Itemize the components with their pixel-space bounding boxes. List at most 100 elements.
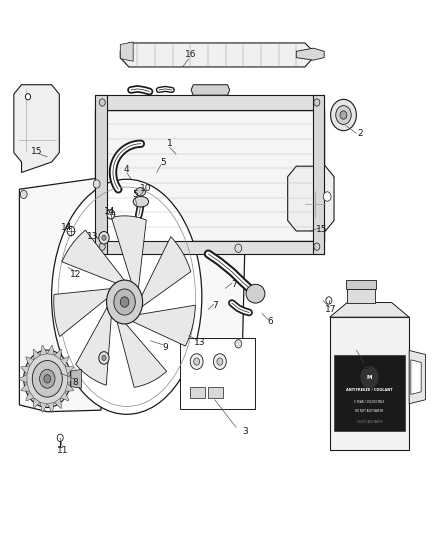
Polygon shape: [65, 366, 74, 374]
Circle shape: [99, 243, 105, 251]
Polygon shape: [47, 345, 54, 355]
Bar: [208, 386, 223, 398]
Polygon shape: [120, 43, 314, 67]
Text: 16: 16: [185, 51, 197, 60]
Text: 7: 7: [231, 280, 237, 289]
Polygon shape: [288, 166, 334, 231]
Text: 5: 5: [132, 190, 138, 199]
Polygon shape: [191, 85, 230, 95]
Polygon shape: [26, 391, 34, 401]
Text: 1: 1: [167, 139, 173, 148]
Text: 14: 14: [61, 223, 72, 232]
Polygon shape: [111, 216, 146, 289]
Text: 2: 2: [358, 129, 364, 138]
Text: 13: 13: [194, 338, 205, 347]
Text: 8: 8: [72, 378, 78, 387]
Ellipse shape: [135, 188, 145, 196]
Polygon shape: [47, 402, 54, 413]
Circle shape: [67, 227, 75, 236]
Text: 3: 3: [242, 426, 247, 435]
Bar: [180, 338, 255, 409]
Polygon shape: [117, 321, 167, 387]
Circle shape: [190, 354, 203, 369]
Ellipse shape: [133, 197, 148, 207]
Polygon shape: [409, 351, 425, 403]
Text: 14: 14: [104, 207, 115, 216]
Polygon shape: [21, 383, 29, 391]
Circle shape: [99, 352, 109, 364]
Text: 6: 6: [268, 317, 273, 326]
Text: 4: 4: [124, 165, 130, 174]
Circle shape: [32, 360, 62, 397]
Circle shape: [235, 340, 242, 348]
Circle shape: [93, 180, 100, 188]
Circle shape: [360, 366, 379, 389]
Circle shape: [340, 111, 347, 119]
Polygon shape: [313, 95, 324, 254]
Bar: [334, 355, 405, 431]
Polygon shape: [411, 360, 421, 394]
Circle shape: [102, 235, 106, 240]
Circle shape: [217, 358, 223, 365]
Polygon shape: [65, 383, 74, 391]
Polygon shape: [40, 345, 47, 355]
Text: 7: 7: [212, 301, 218, 310]
Polygon shape: [76, 306, 111, 385]
Circle shape: [99, 231, 109, 244]
Polygon shape: [40, 402, 47, 413]
Text: 11: 11: [57, 446, 68, 455]
Text: 10: 10: [140, 184, 152, 192]
Circle shape: [24, 350, 71, 408]
Text: 15: 15: [316, 225, 328, 235]
Circle shape: [106, 280, 143, 324]
Text: 12: 12: [70, 270, 81, 279]
Polygon shape: [26, 357, 34, 366]
Text: 17: 17: [325, 305, 336, 314]
Circle shape: [314, 99, 320, 106]
Polygon shape: [14, 85, 59, 173]
Circle shape: [20, 190, 27, 199]
Text: 13: 13: [87, 232, 98, 241]
Polygon shape: [95, 95, 324, 110]
Polygon shape: [131, 305, 195, 346]
Circle shape: [336, 106, 351, 124]
Polygon shape: [71, 369, 81, 388]
Text: 5 YEAR / 150,000 MILE: 5 YEAR / 150,000 MILE: [354, 400, 385, 405]
Circle shape: [331, 99, 357, 131]
Text: 15: 15: [31, 147, 42, 156]
Polygon shape: [60, 391, 69, 401]
Circle shape: [99, 99, 105, 106]
Polygon shape: [62, 230, 125, 284]
Circle shape: [57, 434, 63, 441]
Circle shape: [326, 297, 332, 304]
Polygon shape: [54, 288, 111, 336]
Text: ANTIFREEZE / COOLANT: ANTIFREEZE / COOLANT: [346, 389, 393, 392]
Polygon shape: [54, 398, 62, 408]
Ellipse shape: [246, 284, 265, 303]
Text: 18: 18: [359, 362, 371, 372]
Circle shape: [39, 369, 55, 388]
Polygon shape: [67, 375, 75, 383]
Polygon shape: [54, 349, 62, 360]
Circle shape: [102, 356, 106, 360]
Bar: [330, 317, 409, 450]
Bar: [347, 289, 375, 303]
Circle shape: [120, 297, 129, 307]
Polygon shape: [95, 95, 106, 254]
Polygon shape: [95, 110, 324, 241]
Circle shape: [194, 358, 200, 365]
Bar: [346, 280, 376, 289]
Circle shape: [107, 209, 115, 219]
Text: 9: 9: [162, 343, 168, 352]
Polygon shape: [19, 375, 27, 383]
Polygon shape: [60, 357, 69, 366]
Polygon shape: [120, 42, 133, 61]
Circle shape: [25, 94, 31, 100]
Polygon shape: [33, 349, 40, 360]
Circle shape: [44, 375, 51, 383]
Polygon shape: [21, 366, 29, 374]
Circle shape: [323, 192, 331, 201]
Text: 5: 5: [160, 158, 166, 166]
Polygon shape: [296, 48, 324, 60]
Bar: [190, 386, 205, 398]
